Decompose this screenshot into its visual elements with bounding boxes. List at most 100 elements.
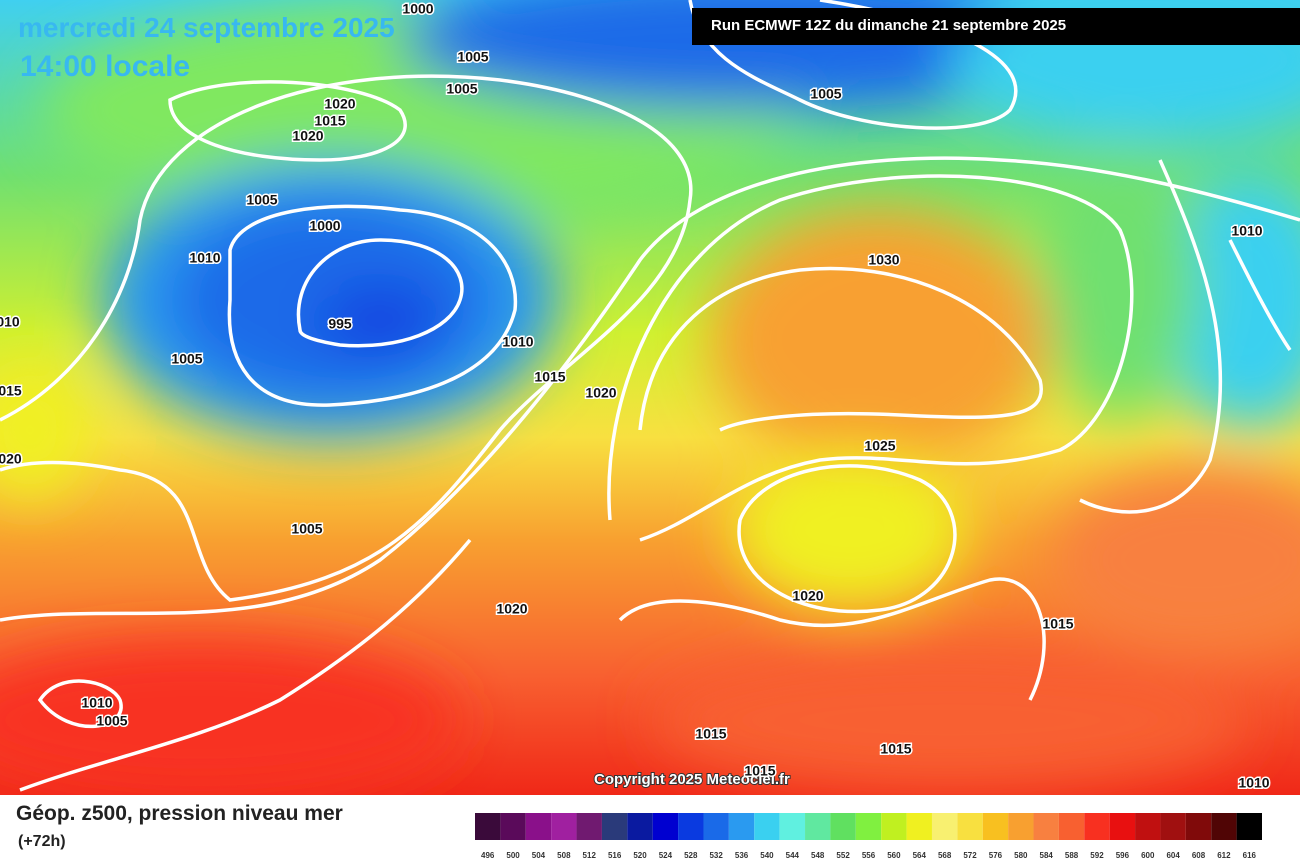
- colorbar-label: 544: [786, 851, 800, 860]
- isobar-label: 1005: [446, 81, 477, 97]
- isobar-label: 1015: [534, 369, 565, 385]
- colorbar-label: 592: [1090, 851, 1104, 860]
- colorbar-swatch: [1160, 813, 1186, 840]
- colorbar-swatch: [1084, 813, 1110, 840]
- colorbar-swatch: [982, 813, 1009, 840]
- colorbar-label: 580: [1014, 851, 1028, 860]
- isobar-label: 1005: [810, 86, 841, 102]
- colorbar-swatch: [551, 813, 577, 840]
- isobar-label: 1020: [792, 588, 823, 604]
- colorbar-swatch: [1058, 813, 1085, 840]
- colorbar-label: 500: [506, 851, 520, 860]
- colorbar-label: 552: [836, 851, 850, 860]
- isobar-label: 1015: [880, 741, 911, 757]
- colorbar-label: 528: [684, 851, 698, 860]
- colorbar-label: 572: [963, 851, 977, 860]
- colorbar-swatch: [881, 813, 907, 840]
- colorbar-swatch: [906, 813, 932, 840]
- subtitle: 14:00 locale: [20, 50, 190, 83]
- colorbar-swatch: [601, 813, 628, 840]
- legend-title: Géop. z500, pression niveau mer: [16, 802, 343, 825]
- colorbar-label: 588: [1065, 851, 1079, 860]
- legend-lead: (+72h): [18, 833, 66, 850]
- isobar-label: 1000: [402, 1, 433, 17]
- isobar-label: 1005: [246, 192, 277, 208]
- colorbar-label: 568: [938, 851, 952, 860]
- isobar-label: 1015: [695, 726, 726, 742]
- isobar-label: 1015: [314, 113, 345, 129]
- colorbar-swatch: [1109, 813, 1136, 840]
- isobar-label: 1005: [96, 713, 127, 729]
- isobar-label: 010: [0, 314, 20, 330]
- colorbar-label: 516: [608, 851, 622, 860]
- colorbar-label: 560: [887, 851, 901, 860]
- colorbar-swatch: [703, 813, 729, 840]
- colorbar-label: 600: [1141, 851, 1155, 860]
- colorbar-swatch: [652, 813, 679, 840]
- colorbar-label: 512: [583, 851, 597, 860]
- colorbar-label: 520: [633, 851, 647, 860]
- isobar-label: 1015: [744, 763, 775, 779]
- colorbar-swatch: [779, 813, 806, 840]
- isobar-label: 1005: [291, 521, 322, 537]
- colorbar-swatch: [855, 813, 882, 840]
- colorbar-swatch: [1008, 813, 1034, 840]
- copyright: Copyright 2025 Meteociel.fr: [594, 771, 790, 788]
- colorbar-swatch: [627, 813, 653, 840]
- isobars: [0, 0, 1300, 790]
- colorbar-swatch: [1236, 813, 1262, 840]
- colorbar-label: 596: [1116, 851, 1130, 860]
- isobar-label: 1020: [324, 96, 355, 112]
- colorbar-swatch: [754, 813, 780, 840]
- colorbar-swatch: [475, 813, 501, 840]
- isobar-label: 995: [328, 316, 352, 332]
- colorbar-label: 556: [862, 851, 876, 860]
- isobar-label: 015: [0, 383, 22, 399]
- isobar-label: 1010: [81, 695, 112, 711]
- colorbar-label: 548: [811, 851, 825, 860]
- colorbar-swatch: [728, 813, 755, 840]
- isobar-label: 1020: [292, 128, 323, 144]
- isobar-label: 1030: [868, 252, 899, 268]
- colorbar-label: 564: [913, 851, 927, 860]
- isobar-label: 1005: [457, 49, 488, 65]
- isobar-label: 1015: [1042, 616, 1073, 632]
- colorbar-label: 616: [1243, 851, 1257, 860]
- colorbar-label: 604: [1166, 851, 1180, 860]
- colorbar-swatch: [1211, 813, 1237, 840]
- colorbar-swatch: [678, 813, 704, 840]
- colorbar-swatch: [805, 813, 831, 840]
- isobar-label: 1025: [864, 438, 895, 454]
- isobar-label: 1020: [585, 385, 616, 401]
- isobar-label: 1010: [1231, 223, 1262, 239]
- colorbar-swatch: [931, 813, 958, 840]
- isobar-label: 1020: [496, 601, 527, 617]
- colorbar-label: 612: [1217, 851, 1231, 860]
- colorbar-swatch: [957, 813, 983, 840]
- colorbar-label: 532: [709, 851, 723, 860]
- run-info: Run ECMWF 12Z du dimanche 21 septembre 2…: [711, 17, 1066, 34]
- colorbar-label: 524: [659, 851, 673, 860]
- colorbar-label: 540: [760, 851, 774, 860]
- colorbar-label: 608: [1192, 851, 1206, 860]
- isobar-label: 1010: [189, 250, 220, 266]
- colorbar-label: 496: [481, 851, 495, 860]
- field: [0, 0, 1300, 795]
- colorbar-swatch: [576, 813, 602, 840]
- isobar-label: 1010: [502, 334, 533, 350]
- colorbar-label: 536: [735, 851, 749, 860]
- colorbar-label: 584: [1040, 851, 1054, 860]
- colorbar-swatch: [500, 813, 526, 840]
- colorbar-label: 508: [557, 851, 571, 860]
- colorbar-label: 576: [989, 851, 1003, 860]
- isobar-label: 1005: [171, 351, 202, 367]
- colorbar-swatch: [1185, 813, 1212, 840]
- colorbar-swatch: [1033, 813, 1059, 840]
- isobar-label: 020: [0, 451, 22, 467]
- colorbar-swatch: [525, 813, 552, 840]
- colorbar-label: 504: [532, 851, 546, 860]
- isobar-label: 1010: [1238, 775, 1269, 791]
- colorbar-swatch: [830, 813, 856, 840]
- title: mercredi 24 septembre 2025: [18, 12, 395, 43]
